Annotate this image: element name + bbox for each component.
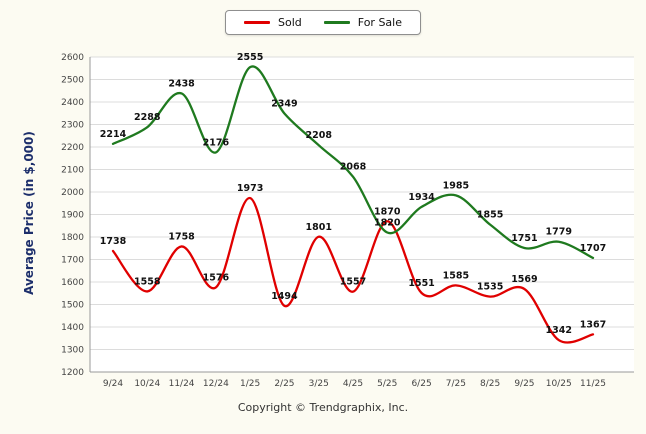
data-label: 1870 xyxy=(374,206,401,217)
data-label: 1557 xyxy=(340,277,366,288)
data-label: 2438 xyxy=(168,78,195,89)
y-tick-label: 1700 xyxy=(61,256,84,266)
series-line-sold xyxy=(111,196,595,344)
y-tick-label: 2400 xyxy=(61,98,84,108)
for-sale-line-swatch xyxy=(323,21,350,24)
data-label: 1569 xyxy=(511,274,537,285)
data-label: 2349 xyxy=(271,98,297,109)
data-label: 1801 xyxy=(305,222,331,233)
x-tick-label: 9/25 xyxy=(514,379,534,389)
y-tick-label: 2300 xyxy=(61,121,84,131)
x-tick-label: 2/25 xyxy=(274,379,294,389)
y-tick-label: 1300 xyxy=(61,346,84,356)
y-tick-label: 1800 xyxy=(61,233,84,243)
data-label: 1535 xyxy=(477,282,503,293)
data-label: 1585 xyxy=(443,270,469,281)
x-tick-label: 4/25 xyxy=(343,379,363,389)
y-tick-label: 2600 xyxy=(61,53,84,63)
data-label: 2214 xyxy=(100,129,127,140)
x-tick-label: 9/24 xyxy=(103,379,123,389)
x-tick-label: 3/25 xyxy=(309,379,329,389)
data-label: 1855 xyxy=(477,210,503,221)
legend-label-for-sale: For Sale xyxy=(357,16,402,29)
data-label: 1758 xyxy=(168,231,195,242)
x-tick-label: 6/25 xyxy=(411,379,431,389)
data-label: 1751 xyxy=(511,233,537,244)
x-tick-label: 11/24 xyxy=(169,379,195,389)
data-label: 1934 xyxy=(408,192,435,203)
legend-item-sold: Sold xyxy=(244,16,302,29)
y-tick-label: 2000 xyxy=(61,188,84,198)
data-label: 2176 xyxy=(203,137,230,148)
data-label: 2555 xyxy=(237,52,263,63)
data-label: 1576 xyxy=(203,272,230,283)
x-tick-label: 10/25 xyxy=(546,379,572,389)
data-label: 1558 xyxy=(134,276,161,287)
price-line-chart: 1200 1300 1400 1500 1600 1700 1800 1900 2000 2100… xyxy=(61,52,634,389)
x-tick-label: 7/25 xyxy=(446,379,466,389)
data-label: 2068 xyxy=(340,162,367,173)
x-tick-label: 8/25 xyxy=(480,379,500,389)
sold-line-swatch xyxy=(244,21,270,24)
data-label: 1985 xyxy=(443,180,469,191)
x-tick-label: 10/24 xyxy=(134,379,160,389)
data-label: 1973 xyxy=(237,183,263,194)
data-label: 1820 xyxy=(374,218,401,229)
data-label: 1551 xyxy=(408,278,434,289)
y-tick-label: 2100 xyxy=(61,166,84,176)
data-label: 2208 xyxy=(305,130,332,141)
data-label: 2288 xyxy=(134,112,161,123)
data-label: 1342 xyxy=(545,325,571,336)
data-label: 1738 xyxy=(100,236,127,247)
copyright-text: Copyright © Trendgraphix, Inc. xyxy=(237,401,409,414)
series-line-for-sale xyxy=(111,65,595,260)
y-tick-label: 1200 xyxy=(61,368,84,378)
legend-item-for-sale: For Sale xyxy=(323,16,402,29)
data-label: 1779 xyxy=(545,227,571,238)
legend: Sold For Sale xyxy=(225,10,421,35)
x-tick-label: 12/24 xyxy=(203,379,229,389)
data-label: 1707 xyxy=(580,243,606,254)
data-label: 1367 xyxy=(580,319,606,330)
x-tick-label: 1/25 xyxy=(240,379,260,389)
y-tick-label: 1500 xyxy=(61,301,84,311)
y-tick-label: 2500 xyxy=(61,76,84,86)
y-tick-label: 1900 xyxy=(61,211,84,221)
data-label: 1494 xyxy=(271,291,298,302)
y-tick-label: 1600 xyxy=(61,278,84,288)
x-tick-label: 5/25 xyxy=(377,379,397,389)
y-tick-label: 1400 xyxy=(61,323,84,333)
legend-label-sold: Sold xyxy=(278,16,302,29)
x-tick-label: 11/25 xyxy=(580,379,606,389)
y-tick-label: 2200 xyxy=(61,143,84,153)
